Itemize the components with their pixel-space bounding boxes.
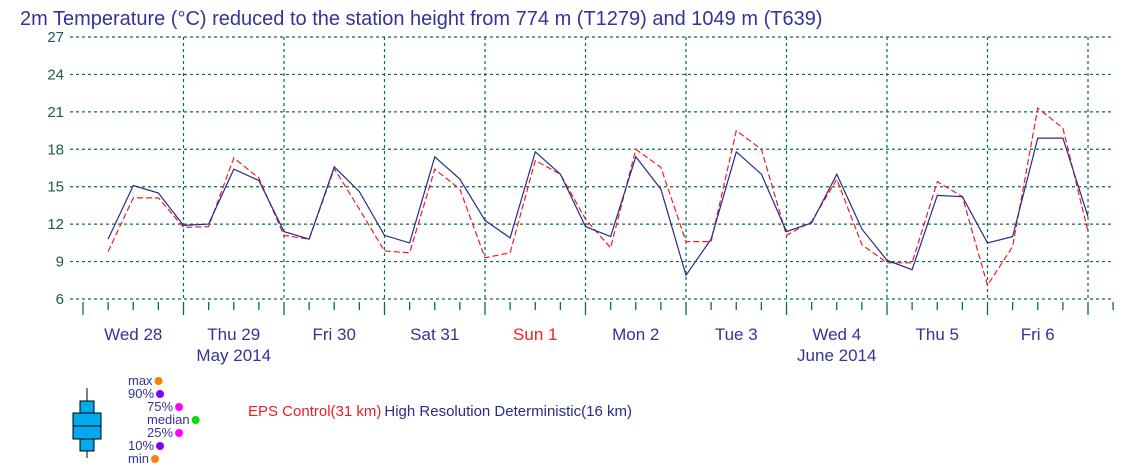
percentile-dot-icon <box>175 403 184 411</box>
series-lines <box>107 107 1089 287</box>
day-label: Wed 4 <box>812 325 861 344</box>
hres-deterministic-line <box>107 137 1089 277</box>
day-label: Sun 1 <box>513 325 557 344</box>
day-label: Mon 2 <box>612 325 659 344</box>
legend-boxplot <box>72 388 102 458</box>
day-label: Sat 31 <box>410 325 459 344</box>
y-tick-label: 9 <box>56 254 64 271</box>
box-lower <box>79 438 95 452</box>
day-label: Thu 29 <box>207 325 260 344</box>
grid <box>70 36 1112 300</box>
percentile-label-median: median <box>147 412 190 427</box>
percentile-label-max: max <box>128 373 153 388</box>
percentile-dot-icon <box>191 416 200 424</box>
y-tick-label: 27 <box>47 29 64 46</box>
y-tick-label: 12 <box>47 216 64 233</box>
percentile-dot-icon <box>154 377 163 385</box>
percentile-label-90pct: 90% <box>128 386 154 401</box>
percentile-dot-icon <box>156 442 165 450</box>
percentile-dot-icon <box>175 429 184 437</box>
percentile-label-min: min <box>128 451 149 466</box>
y-tick-label: 18 <box>47 141 64 158</box>
day-label: Wed 28 <box>104 325 162 344</box>
percentile-label-10pct: 10% <box>128 438 154 453</box>
y-tick-label: 6 <box>56 291 64 308</box>
legend-text: EPS Control(31 km) High Resolution Determ… <box>248 403 632 420</box>
x-axis: Wed 28 Thu 29 Fri 30 Sat 31 Sun 1 Mon 2 Tue 3 W… <box>82 302 1114 365</box>
y-tick-label: 15 <box>47 179 64 196</box>
y-axis-ticks: 6 9 12 15 18 21 24 27 <box>47 29 64 308</box>
legend-hres: High Resolution Deterministic(16 km) <box>384 403 632 420</box>
y-tick-label: 24 <box>47 66 64 83</box>
day-label: Fri 30 <box>313 325 356 344</box>
day-label: Fri 6 <box>1021 325 1055 344</box>
percentile-dot-icon <box>150 455 159 463</box>
legend-eps: EPS Control(31 km) <box>248 403 381 420</box>
box-upper <box>79 400 95 414</box>
y-tick-label: 21 <box>47 104 64 121</box>
percentile-label-75pct: 75% <box>147 399 173 414</box>
percentile-label-25pct: 25% <box>147 425 173 440</box>
percentile-dot-icon <box>156 390 165 398</box>
day-label: Thu 5 <box>916 325 959 344</box>
day-label: Tue 3 <box>715 325 758 344</box>
eps-control-line <box>107 107 1089 287</box>
month-label: June 2014 <box>797 346 876 365</box>
month-label: May 2014 <box>196 346 271 365</box>
chart-title: 2m Temperature (°C) reduced to the stati… <box>20 8 822 30</box>
